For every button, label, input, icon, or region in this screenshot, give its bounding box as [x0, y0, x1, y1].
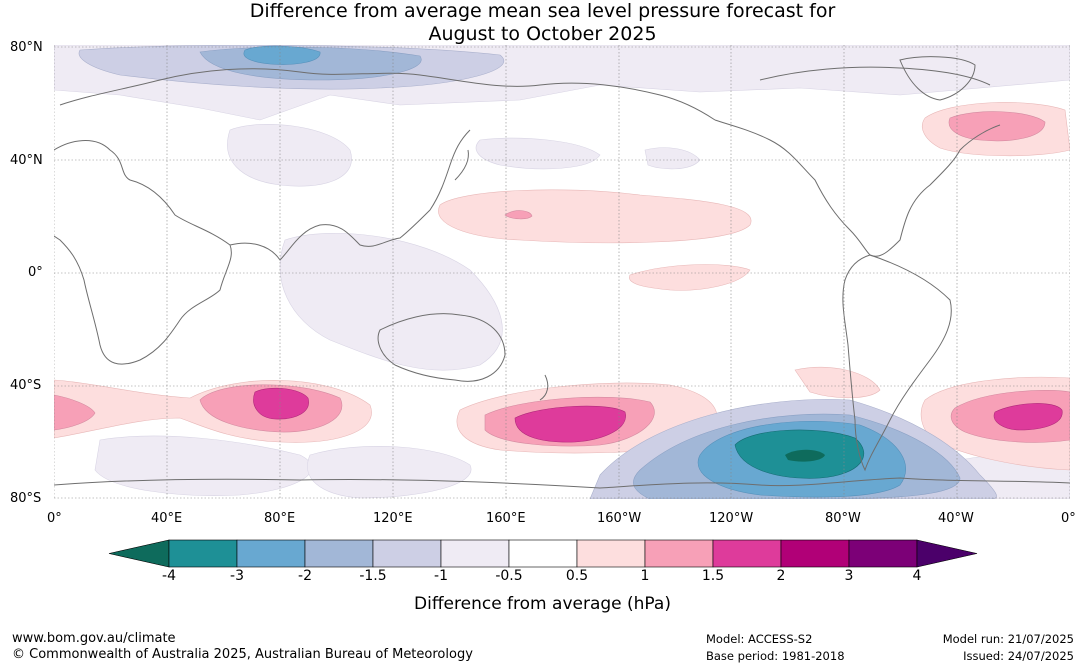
- footer-copyright: © Commonwealth of Australia 2025, Austra…: [12, 647, 473, 662]
- lon-tick-40e: 40°E: [151, 511, 183, 526]
- lat-tick-40s: 40°S: [10, 378, 42, 393]
- colorbar-segment: [780, 539, 850, 568]
- colorbar-title: Difference from average (hPa): [414, 594, 671, 614]
- colorbar-tick-label: 2: [776, 568, 786, 584]
- title-line-1: Difference from average mean sea level p…: [249, 0, 836, 22]
- map-title: Difference from average mean sea level p…: [0, 0, 1085, 46]
- anomaly-medium-positive: [253, 387, 1063, 443]
- colorbar-tick-label: -1: [434, 568, 448, 584]
- colorbar-segment: [712, 539, 782, 568]
- lon-tick-0-left: 0°: [47, 511, 62, 526]
- footer-base-period: Base period: 1981-2018: [706, 649, 845, 663]
- coastlines: [54, 56, 1070, 489]
- colorbar-segment: [576, 539, 646, 568]
- anomaly-extreme-negative: [785, 449, 825, 462]
- lat-tick-80n: 80°N: [10, 40, 43, 55]
- lat-tick-40n: 40°N: [10, 153, 43, 168]
- footer-issued: Issued: 24/07/2025: [963, 649, 1074, 663]
- footer-model-run: Model run: 21/07/2025: [942, 632, 1074, 646]
- colorbar-segment: [440, 539, 510, 568]
- colorbar-segment: [644, 539, 714, 568]
- graticule: [54, 45, 1070, 499]
- colorbar-tick-label: 3: [844, 568, 854, 584]
- lat-tick-80s: 80°S: [10, 491, 42, 506]
- colorbar-segments: [108, 539, 978, 568]
- lon-tick-80e: 80°E: [264, 511, 296, 526]
- colorbar-tick-label: -0.5: [495, 568, 523, 584]
- colorbar-tick-label: 1: [640, 568, 650, 584]
- lon-tick-80w: 80°W: [825, 511, 861, 526]
- colorbar-segment: [236, 539, 306, 568]
- pressure-anomaly-map: [54, 45, 1070, 499]
- lon-tick-120e: 120°E: [373, 511, 413, 526]
- colorbar-segment: [304, 539, 374, 568]
- colorbar-tick-label: -2: [298, 568, 312, 584]
- colorbar-tick-label: 4: [912, 568, 922, 584]
- lat-tick-0: 0°: [28, 265, 43, 280]
- lon-tick-160w: 160°W: [597, 511, 642, 526]
- colorbar-tick-label: 0.5: [565, 568, 589, 584]
- colorbar-tick-label: 1.5: [701, 568, 725, 584]
- colorbar-extend-low: [108, 539, 170, 568]
- colorbar-tick-label: -3: [230, 568, 244, 584]
- colorbar-segment: [372, 539, 442, 568]
- lon-tick-0-right: 0°: [1061, 511, 1076, 526]
- colorbar-segment: [508, 539, 578, 568]
- lon-tick-40w: 40°W: [938, 511, 974, 526]
- lon-tick-120w: 120°W: [709, 511, 754, 526]
- colorbar-tick-label: -4: [162, 568, 176, 584]
- colorbar-extend-high: [916, 539, 978, 568]
- colorbar-segment: [168, 539, 238, 568]
- footer-model: Model: ACCESS-S2: [706, 632, 813, 646]
- title-line-2: August to October 2025: [428, 23, 657, 45]
- lon-tick-160e: 160°E: [486, 511, 526, 526]
- colorbar: [108, 539, 978, 568]
- colorbar-tick-label: -1.5: [359, 568, 387, 584]
- colorbar-segment: [848, 539, 918, 568]
- footer-url[interactable]: www.bom.gov.au/climate: [12, 631, 176, 646]
